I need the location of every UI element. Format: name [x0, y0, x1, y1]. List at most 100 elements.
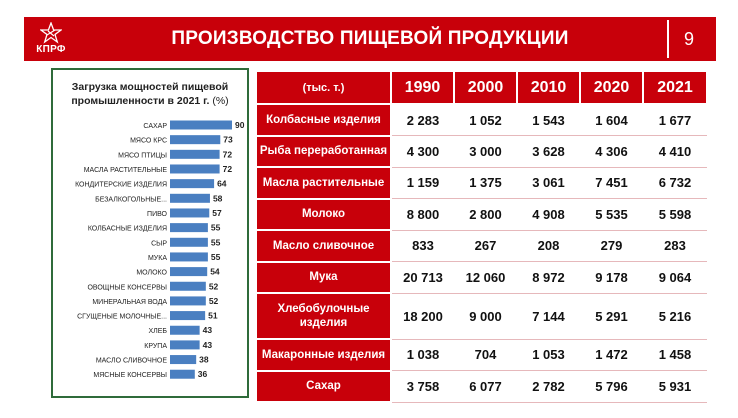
bar	[170, 179, 215, 189]
bar	[170, 135, 221, 145]
value-label: 43	[203, 340, 213, 350]
table-cell: 1 543	[517, 104, 580, 136]
value-label: 58	[213, 193, 223, 203]
table-cell: 18 200	[391, 293, 454, 340]
table-cell: 1 375	[454, 167, 517, 199]
table-cell: 7 144	[517, 293, 580, 340]
bar	[170, 281, 206, 291]
table-cell: 3 628	[517, 135, 580, 168]
category-label: МЯСНЫЕ КОНСЕРВЫ	[93, 372, 167, 379]
bottom-cropped-text	[0, 404, 738, 418]
table-cell: 4 410	[643, 135, 707, 168]
table-cell: 3 000	[454, 135, 517, 168]
table-cell: 5 931	[643, 370, 707, 403]
table-cell: 1 458	[643, 339, 707, 371]
table-cell: 833	[391, 230, 454, 262]
value-label: 36	[198, 369, 208, 379]
year-header: 1990	[390, 70, 455, 105]
category-label: ОВОЩНЫЕ КОНСЕРВЫ	[87, 284, 167, 291]
value-label: 54	[210, 267, 220, 277]
category-label: СЫР	[151, 240, 167, 247]
table-cell: 6 732	[643, 167, 707, 199]
page-number: 9	[667, 20, 709, 58]
table-row: Масла растительные 1 159 1 375 3 061 7 451 6 …	[255, 166, 707, 200]
value-label: 52	[209, 281, 219, 291]
table-cell: 9 064	[643, 261, 707, 294]
value-label: 55	[211, 237, 221, 247]
table-cell: 20 713	[391, 261, 454, 294]
table-cell: 2 283	[391, 104, 454, 136]
value-label: 64	[217, 179, 227, 189]
table-cell: 1 052	[454, 104, 517, 136]
table-cell: 208	[517, 230, 580, 262]
bar	[170, 369, 195, 379]
star-icon	[40, 22, 62, 44]
table-cell: 5 216	[643, 293, 707, 340]
table-cell: 5 598	[643, 198, 707, 231]
table-cell: 1 038	[391, 339, 454, 371]
row-label: Хлебобулочные изделия	[255, 292, 392, 340]
chart-title-text: Загрузка мощностей пищевой промышленност…	[71, 81, 229, 107]
year-header: 2000	[453, 70, 518, 105]
category-label: МАСЛА РАСТИТЕЛЬНЫЕ	[84, 167, 168, 174]
bar	[170, 325, 200, 335]
chart-title: Загрузка мощностей пищевой промышленност…	[53, 80, 247, 108]
page-title: ПРОИЗВОДСТВО ПИЩЕВОЙ ПРОДУКЦИИ	[171, 28, 569, 49]
category-label: МИНЕРАЛЬНАЯ ВОДА	[92, 299, 167, 306]
table-cell: 283	[643, 230, 707, 262]
value-label: 55	[211, 223, 221, 233]
category-label: МАСЛО СЛИВОЧНОЕ	[96, 358, 167, 365]
category-label: КРУПА	[144, 343, 167, 350]
table-cell: 2 800	[454, 198, 517, 231]
category-label: МЯСО КРС	[130, 138, 167, 145]
category-label: ПИВО	[147, 211, 167, 218]
table-row: Молоко 8 800 2 800 4 908 5 535 5 598	[255, 197, 707, 231]
table-cell: 9 000	[454, 293, 517, 340]
table-cell: 1 472	[580, 339, 643, 371]
table-cell: 5 535	[580, 198, 643, 231]
bar	[170, 120, 232, 130]
table-cell: 8 972	[517, 261, 580, 294]
bar	[170, 340, 200, 350]
table-cell: 1 159	[391, 167, 454, 199]
table-header-row: (тыс. т.) 1990 2000 2010 2020 2021	[255, 70, 708, 105]
category-label: МУКА	[148, 255, 167, 262]
value-label: 57	[212, 208, 222, 218]
row-label: Сахар	[255, 369, 392, 403]
value-label: 73	[223, 135, 233, 145]
logo-text: КПРФ	[36, 44, 66, 55]
table-row: Рыба переработанная 4 300 3 000 3 628 4 306 4…	[255, 134, 707, 168]
table-row: Колбасные изделия 2 283 1 052 1 543 1 604 1 6…	[255, 103, 707, 137]
row-label: Мука	[255, 260, 392, 294]
row-label: Рыба переработанная	[255, 134, 392, 168]
row-label: Молоко	[255, 197, 392, 231]
unit-header: (тыс. т.)	[255, 70, 392, 105]
bar	[170, 208, 210, 218]
table-cell: 267	[454, 230, 517, 262]
value-label: 72	[223, 149, 233, 159]
table-cell: 2 782	[517, 370, 580, 403]
header-bar	[24, 17, 716, 61]
value-label: 52	[209, 296, 219, 306]
production-table: (тыс. т.) 1990 2000 2010 2020 2021 Колба…	[255, 70, 708, 403]
table-cell: 3 758	[391, 370, 454, 403]
category-label: КОЛБАСНЫЕ ИЗДЕЛИЯ	[88, 226, 167, 233]
row-label: Масла растительные	[255, 166, 392, 200]
table-row: Мука 20 713 12 060 8 972 9 178 9 064	[255, 260, 707, 294]
table-cell: 12 060	[454, 261, 517, 294]
bar	[170, 311, 206, 321]
table-cell: 704	[454, 339, 517, 371]
table-cell: 5 291	[580, 293, 643, 340]
bar-chart: САХАР 90 МЯСО КРС 73 МЯСО ПТИЦЫ 72 МАСЛА РАСТИ…	[75, 120, 245, 379]
category-label: ХЛЕБ	[148, 328, 167, 335]
year-header: 2010	[516, 70, 581, 105]
table-cell: 6 077	[454, 370, 517, 403]
value-label: 38	[199, 355, 209, 365]
table-cell: 279	[580, 230, 643, 262]
row-label: Макаронные изделия	[255, 338, 392, 372]
table-cell: 1 677	[643, 104, 707, 136]
table-row: Хлебобулочные изделия 18 200 9 000 7 144 5 2…	[255, 292, 707, 340]
table-cell: 4 300	[391, 135, 454, 168]
table-row: Макаронные изделия 1 038 704 1 053 1 472 1 45…	[255, 338, 707, 372]
bar	[170, 252, 208, 262]
